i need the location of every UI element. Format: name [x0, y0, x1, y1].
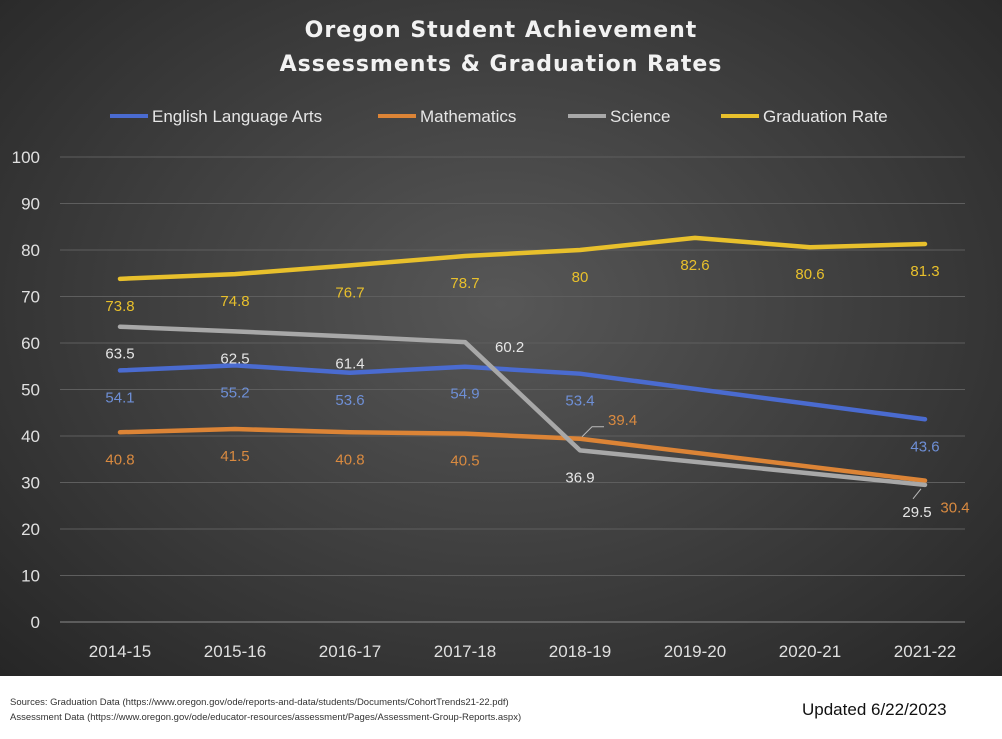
data-label: 40.8 — [105, 451, 134, 468]
updated-date: Updated 6/22/2023 — [802, 700, 947, 719]
x-tick-label: 2018-19 — [549, 642, 611, 661]
data-label: 62.5 — [220, 350, 249, 367]
y-tick-label: 50 — [21, 381, 40, 400]
data-label: 54.1 — [105, 389, 134, 406]
data-label: 29.5 — [902, 504, 931, 521]
data-label: 81.3 — [910, 263, 939, 280]
leader-line — [912, 488, 922, 500]
data-label: 39.4 — [608, 412, 637, 429]
title-line-2: Assessments & Graduation Rates — [279, 52, 723, 77]
data-label: 61.4 — [335, 355, 364, 372]
sources-line-1: Sources: Graduation Data (https://www.or… — [10, 697, 509, 708]
x-tick-label: 2015-16 — [204, 642, 266, 661]
data-label: 53.6 — [335, 392, 364, 409]
data-label: 43.6 — [910, 438, 939, 455]
data-label: 63.5 — [105, 346, 134, 363]
y-tick-label: 20 — [21, 520, 40, 539]
data-label: 80 — [572, 269, 589, 286]
legend-label: Mathematics — [420, 107, 516, 126]
data-label: 55.2 — [220, 384, 249, 401]
data-label: 40.8 — [335, 451, 364, 468]
chart-title: Oregon Student Achievement Assessments &… — [0, 14, 1002, 82]
y-tick-label: 0 — [31, 613, 40, 632]
chart-background — [0, 0, 1002, 676]
sources-note: Sources: Graduation Data (https://www.or… — [10, 695, 521, 725]
x-tick-label: 2021-22 — [894, 642, 956, 661]
data-label: 78.7 — [450, 275, 479, 292]
sources-line-2: Assessment Data (https://www.oregon.gov/… — [10, 712, 522, 723]
data-label: 53.4 — [565, 393, 594, 410]
data-label: 82.6 — [680, 257, 709, 274]
series-line-1 — [117, 426, 928, 483]
data-label: 41.5 — [220, 448, 249, 465]
title-line-1: Oregon Student Achievement — [304, 18, 698, 43]
data-label: 54.9 — [450, 386, 479, 403]
y-tick-label: 60 — [21, 334, 40, 353]
legend-label: English Language Arts — [152, 107, 322, 126]
y-tick-label: 100 — [12, 148, 40, 167]
y-tick-label: 80 — [21, 241, 40, 260]
legend-label: Graduation Rate — [763, 107, 888, 126]
leader-line — [581, 426, 604, 438]
data-label: 60.2 — [495, 339, 524, 356]
series-line-0 — [117, 363, 928, 422]
series-line-3 — [117, 235, 928, 282]
y-tick-label: 30 — [21, 474, 40, 493]
y-tick-label: 90 — [21, 195, 40, 214]
x-tick-label: 2019-20 — [664, 642, 726, 661]
data-label: 30.4 — [940, 500, 969, 517]
y-tick-label: 70 — [21, 288, 40, 307]
data-label: 74.8 — [220, 293, 249, 310]
x-tick-label: 2020-21 — [779, 642, 841, 661]
data-label: 40.5 — [450, 453, 479, 470]
data-label: 73.8 — [105, 298, 134, 315]
data-label: 76.7 — [335, 284, 364, 301]
y-tick-label: 10 — [21, 567, 40, 586]
line-chart: 0 10 20 30 40 50 60 70 80 90 100 2014-15 2015-16 2016… — [12, 107, 970, 661]
x-tick-label: 2016-17 — [319, 642, 381, 661]
data-label: 36.9 — [565, 469, 594, 486]
x-tick-label: 2017-18 — [434, 642, 496, 661]
data-label: 80.6 — [795, 266, 824, 283]
series-line-2 — [117, 324, 928, 488]
x-tick-label: 2014-15 — [89, 642, 151, 661]
y-tick-label: 40 — [21, 427, 40, 446]
legend-label: Science — [610, 107, 670, 126]
